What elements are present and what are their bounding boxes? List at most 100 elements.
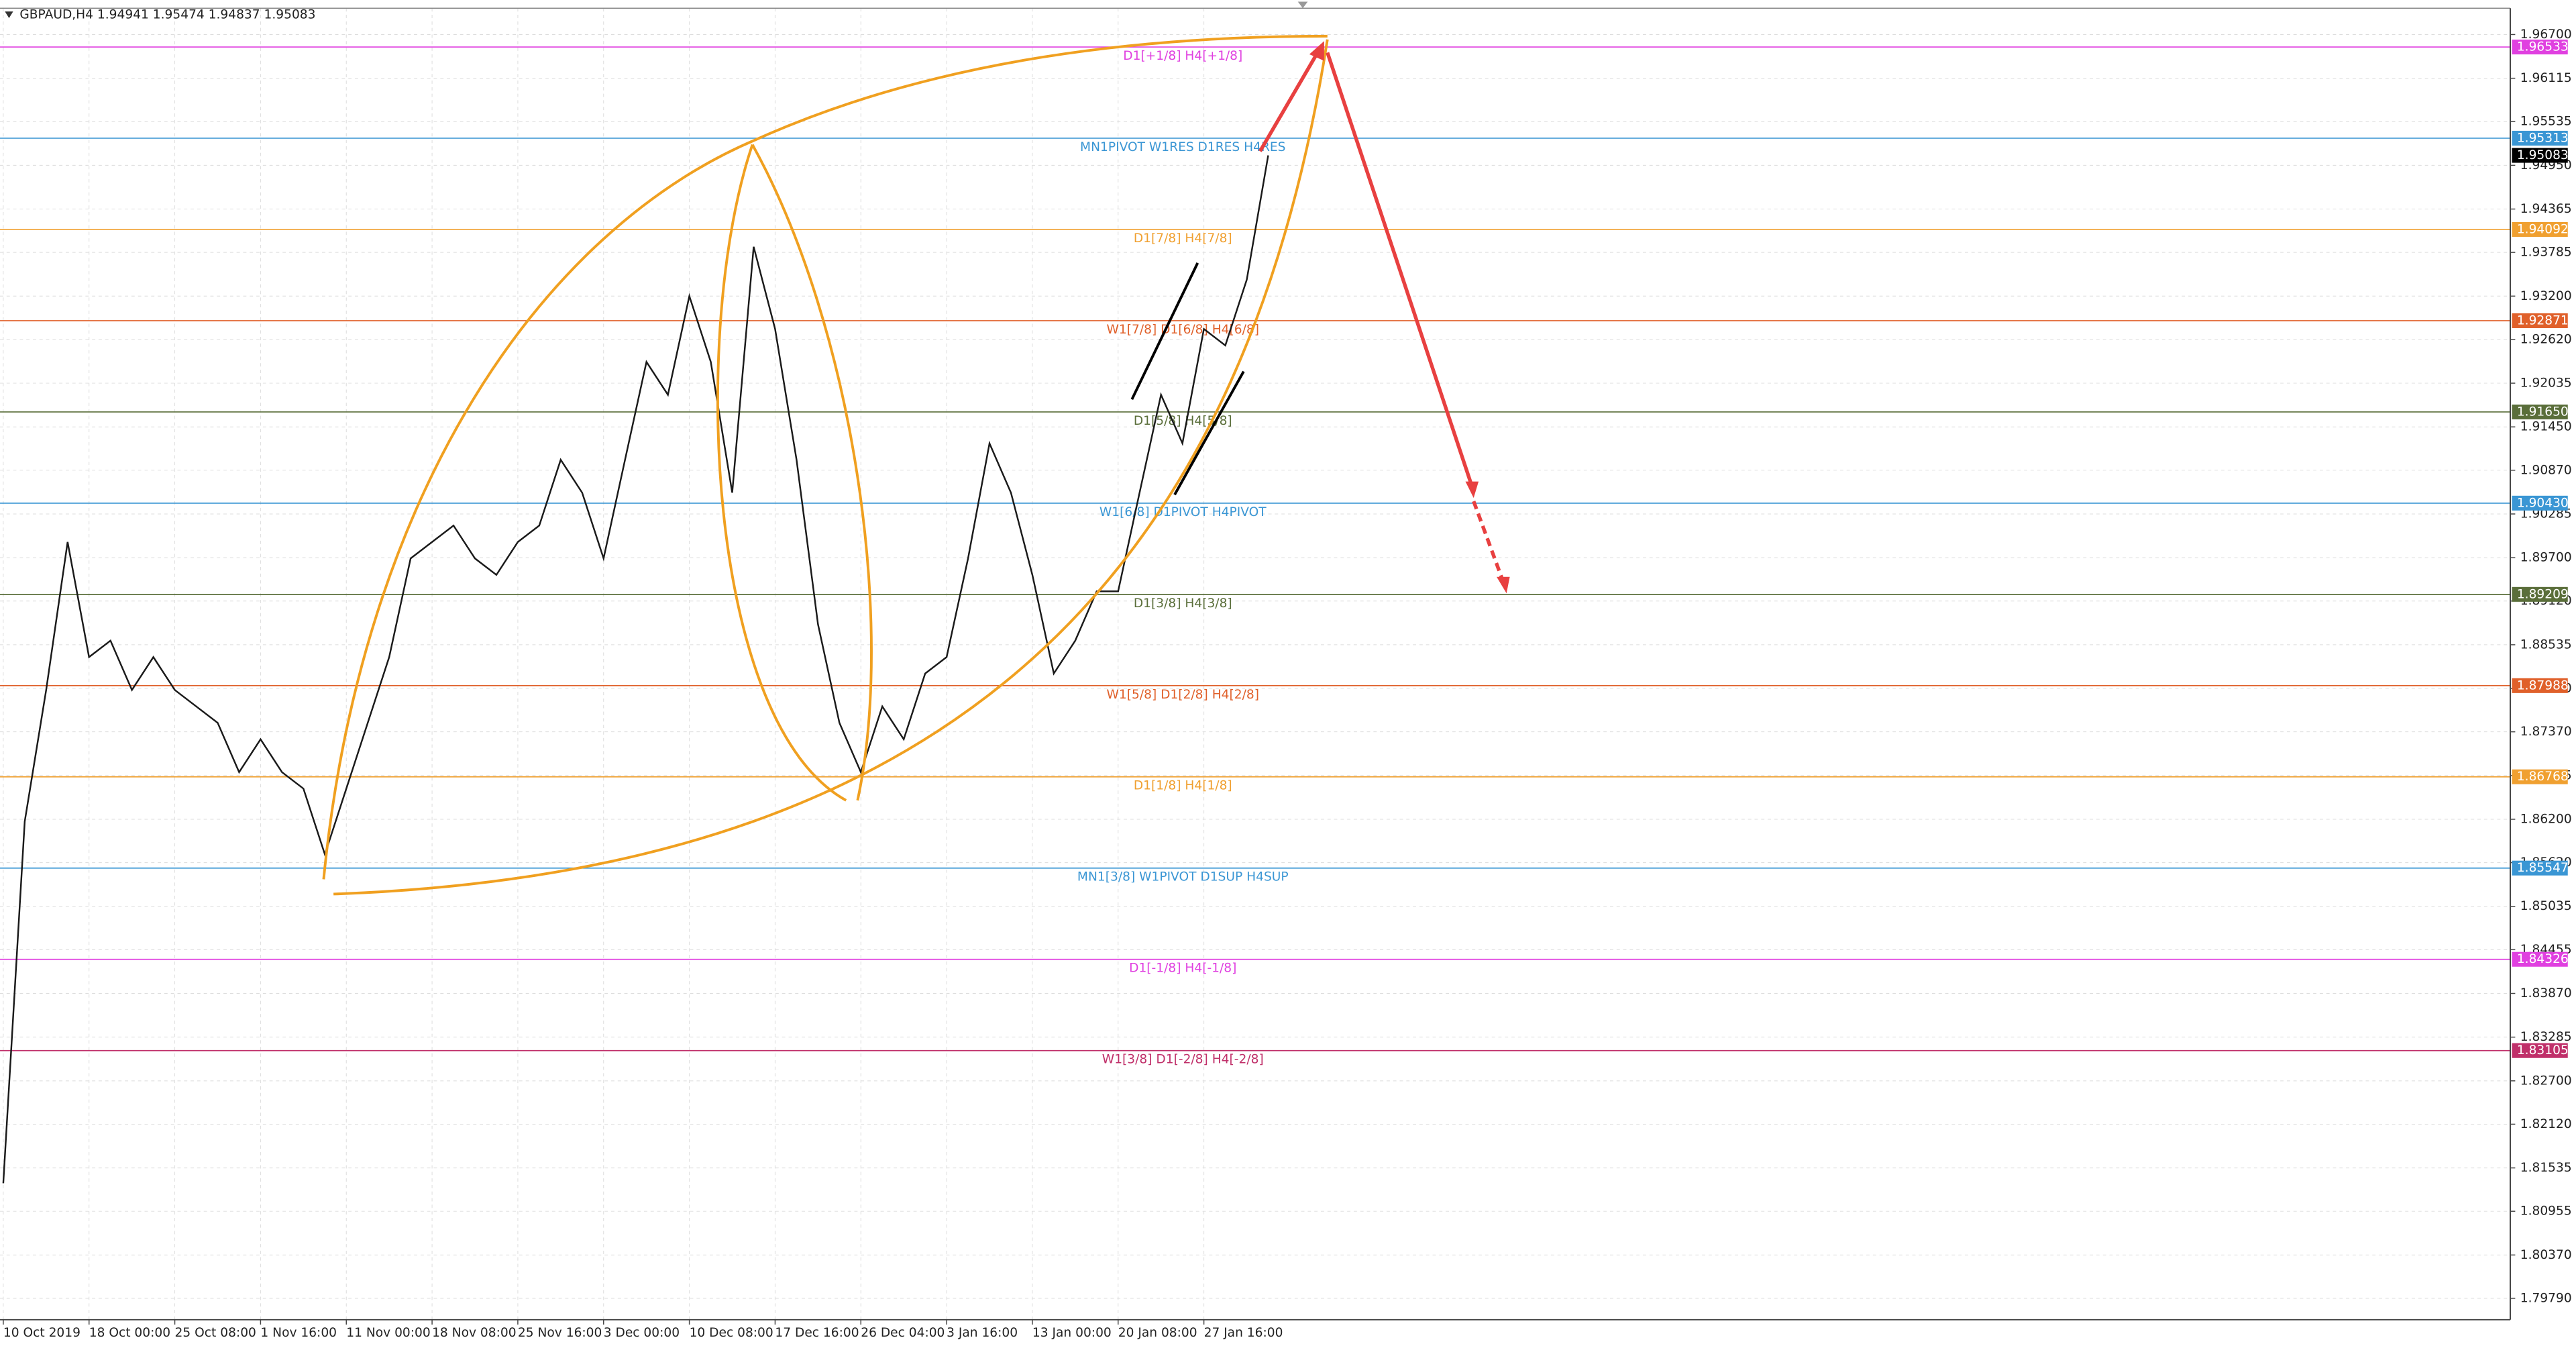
level-label: W1[6/8] D1PIVOT H4PIVOT: [1099, 505, 1267, 519]
level-price-box: [2512, 40, 2568, 55]
x-tick-label: 18 Nov 08:00: [432, 1326, 516, 1340]
level-price-box: [2512, 495, 2568, 511]
y-tick-label: 1.87370: [2520, 725, 2572, 739]
level-label: W1[5/8] D1[2/8] H4[2/8]: [1107, 688, 1259, 702]
y-tick-label: 1.81535: [2520, 1161, 2572, 1175]
level-label: D1[1/8] H4[1/8]: [1134, 779, 1232, 793]
inner-arc-right: [751, 144, 873, 801]
level-price-box: [2512, 860, 2568, 876]
y-tick-label: 1.83870: [2520, 986, 2572, 1000]
levels: D1[+1/8] H4[+1/8] MN1PIVOT W1RES D1RES H4…: [0, 46, 2511, 1067]
channel-line: [1173, 370, 1245, 496]
shift-marker: [1297, 1, 1308, 9]
x-tick-label: 1 Nov 16:00: [260, 1326, 337, 1340]
level-price-box: [2512, 1043, 2568, 1058]
level-price-box: [2512, 769, 2568, 784]
level-price-box: [2512, 221, 2568, 237]
y-tick-label: 1.82700: [2520, 1074, 2572, 1088]
last-price-label: 1.95083: [2517, 148, 2569, 162]
x-tick-label: 25 Nov 16:00: [518, 1326, 602, 1340]
level-label: MN1PIVOT W1RES D1RES H4RES: [1080, 140, 1285, 154]
x-tick-label: 10 Oct 2019: [3, 1326, 80, 1340]
arrow-dashed: [1472, 501, 1505, 582]
y-tick-label: 1.80370: [2520, 1248, 2572, 1262]
x-tick-label: 26 Dec 04:00: [861, 1326, 945, 1340]
menu-triangle: [5, 11, 13, 18]
upper-arc: [322, 34, 1328, 880]
level-price-box: [2512, 586, 2568, 602]
y-tick-label: 1.90870: [2520, 463, 2572, 477]
level-price-label: 1.95313: [2517, 131, 2569, 145]
level-price-label: 1.89209: [2517, 587, 2569, 601]
level-price-box: [2512, 951, 2568, 967]
x-tick-label: 3 Dec 00:00: [604, 1326, 680, 1340]
y-tick-label: 1.92620: [2520, 332, 2572, 346]
level-label: W1[7/8] D1[6/8] H4[6/8]: [1107, 323, 1259, 337]
x-tick-label: 27 Jan 16:00: [1204, 1326, 1283, 1340]
y-tick-label: 1.93200: [2520, 289, 2572, 303]
level-label: D1[-1/8] H4[-1/8]: [1129, 962, 1236, 976]
level-price-box: [2512, 313, 2568, 328]
x-tick-label: 11 Nov 00:00: [346, 1326, 430, 1340]
arrow-up: [1258, 52, 1320, 152]
arrow-down: [1326, 52, 1474, 487]
price-layer: [2, 155, 1269, 1184]
level-label: D1[5/8] H4[5/8]: [1134, 414, 1232, 428]
y-tick-label: 1.85035: [2520, 899, 2572, 913]
grid: [0, 8, 2511, 1320]
y-tick-label: 1.92035: [2520, 376, 2572, 391]
y-tick-label: 1.91450: [2520, 420, 2572, 434]
y-tick-label: 1.83285: [2520, 1030, 2572, 1044]
header: GBPAUD,H4 1.94941 1.95474 1.94837 1.9508…: [19, 8, 315, 22]
arrowhead: [1309, 41, 1324, 61]
inner-arc-left: [716, 144, 847, 802]
level-price-label: 1.85547: [2517, 861, 2569, 875]
y-tick-label: 1.96700: [2520, 28, 2572, 42]
y-tick-label: 1.96115: [2520, 71, 2572, 85]
x-tick-label: 18 Oct 00:00: [89, 1326, 170, 1340]
level-price-label: 1.96533: [2517, 40, 2569, 54]
x-tick-label: 10 Dec 08:00: [690, 1326, 773, 1340]
y-tick-label: 1.94365: [2520, 202, 2572, 216]
x-tick-label: 17 Dec 16:00: [775, 1326, 859, 1340]
y-tick-label: 1.95535: [2520, 115, 2572, 129]
last-price-box: [2512, 148, 2568, 163]
axis-labels: 1.967001.961151.955351.949501.943651.937…: [3, 28, 2572, 1340]
level-label: MN1[3/8] W1PIVOT D1SUP H4SUP: [1077, 870, 1289, 884]
level-price-box: [2512, 678, 2568, 693]
channel-line: [1130, 262, 1199, 401]
y-tick-label: 1.82120: [2520, 1117, 2572, 1131]
level-price-label: 1.94092: [2517, 222, 2569, 236]
level-price-label: 1.86768: [2517, 770, 2569, 784]
y-tick-label: 1.80955: [2520, 1204, 2572, 1219]
y-tick-label: 1.88535: [2520, 637, 2572, 652]
x-tick-label: 13 Jan 00:00: [1032, 1326, 1112, 1340]
x-tick-label: 20 Jan 08:00: [1118, 1326, 1197, 1340]
y-tick-label: 1.93785: [2520, 246, 2572, 260]
level-price-box: [2512, 404, 2568, 419]
level-price-label: 1.92871: [2517, 313, 2569, 327]
y-tick-label: 1.86200: [2520, 812, 2572, 826]
level-price-label: 1.84326: [2517, 952, 2569, 966]
level-price-label: 1.83105: [2517, 1043, 2569, 1057]
annotations: [322, 1, 1510, 896]
level-price-label: 1.91650: [2517, 405, 2569, 419]
level-label: D1[3/8] H4[3/8]: [1134, 597, 1232, 611]
y-tick-label: 1.79790: [2520, 1291, 2572, 1305]
lower-arc: [333, 39, 1329, 896]
level-label: D1[+1/8] H4[+1/8]: [1123, 49, 1242, 63]
level-label: D1[7/8] H4[7/8]: [1134, 231, 1232, 246]
arrowhead: [1465, 481, 1479, 499]
level-price-box: [2512, 130, 2568, 146]
level-price-label: 1.87988: [2517, 678, 2569, 692]
level-price-label: 1.90430: [2517, 496, 2569, 510]
level-label: W1[3/8] D1[-2/8] H4[-2/8]: [1102, 1053, 1264, 1067]
x-tick-label: 25 Oct 08:00: [175, 1326, 256, 1340]
arrowhead: [1497, 576, 1510, 594]
y-tick-label: 1.89700: [2520, 551, 2572, 565]
x-tick-label: 3 Jan 16:00: [947, 1326, 1018, 1340]
price-line: [2, 155, 1269, 1184]
